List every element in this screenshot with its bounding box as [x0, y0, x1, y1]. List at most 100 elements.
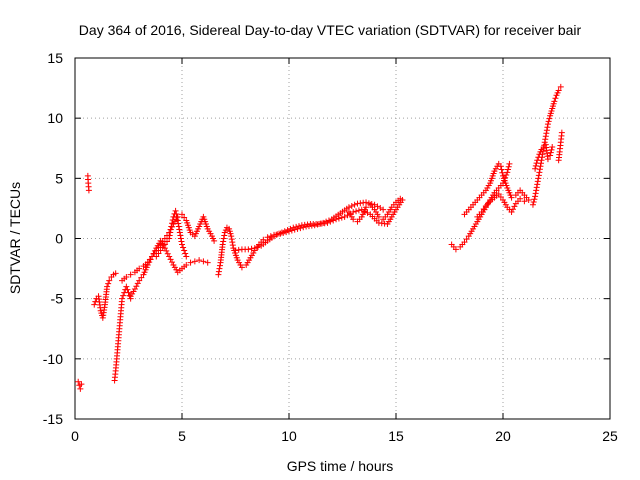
data-point: [536, 169, 543, 176]
data-point: [181, 214, 188, 221]
data-point: [497, 163, 504, 170]
data-point: [191, 258, 198, 265]
data-point: [499, 169, 506, 176]
series-arc-2h-dip: [111, 283, 134, 384]
data-point: [295, 223, 302, 230]
data-point: [77, 385, 84, 392]
series-arc-21-22h-mid: [532, 141, 556, 172]
axis-ticks: 0 5 10 15 20 25 -15 -10 -5 0 5 10 15: [43, 50, 618, 444]
data-point: [511, 203, 518, 210]
data-point: [498, 166, 505, 173]
data-point: [555, 87, 562, 94]
data-point: [529, 201, 536, 208]
series-arc-06h-outlier: [84, 172, 92, 194]
data-point: [530, 198, 537, 205]
data-point: [173, 211, 180, 218]
data-point: [157, 247, 164, 254]
data-point: [535, 154, 542, 161]
gridlines: [75, 58, 610, 419]
data-point: [151, 247, 158, 254]
data-point: [542, 133, 549, 140]
data-point: [175, 220, 182, 227]
data-point: [478, 209, 485, 216]
x-tick-label: 5: [178, 428, 186, 444]
data-point: [338, 214, 345, 221]
data-point: [350, 216, 357, 223]
data-point: [216, 262, 223, 269]
series-arc-2-5h-b: [127, 237, 211, 300]
data-point: [125, 289, 132, 296]
data-point: [380, 206, 387, 213]
data-point: [517, 195, 524, 202]
data-point: [353, 208, 360, 215]
x-tick-label: 25: [602, 428, 618, 444]
data-point: [544, 156, 551, 163]
data-point: [508, 194, 515, 201]
data-point: [85, 187, 92, 194]
y-tick-label: -10: [43, 351, 63, 367]
data-point: [534, 157, 541, 164]
data-point: [200, 258, 207, 265]
data-point: [335, 215, 342, 222]
data-point: [543, 127, 550, 134]
data-point: [183, 253, 190, 260]
data-point: [166, 253, 173, 260]
data-point: [112, 270, 119, 277]
data-point: [551, 98, 558, 105]
data-point: [375, 213, 382, 220]
data-point: [179, 241, 185, 248]
data-point: [228, 233, 235, 240]
data-point: [327, 218, 334, 225]
data-point: [521, 198, 528, 205]
data-point: [180, 244, 187, 251]
data-point: [174, 214, 181, 221]
data-point: [175, 223, 182, 230]
chart-title: Day 364 of 2016, Sidereal Day-to-day VTE…: [79, 22, 582, 38]
data-point: [278, 229, 285, 236]
series-arc-7h-b: [232, 196, 406, 254]
data-point: [166, 235, 173, 242]
data-point: [548, 146, 555, 153]
x-tick-label: 15: [388, 428, 404, 444]
data-point: [78, 381, 85, 388]
data-point: [506, 160, 513, 167]
data-point: [178, 238, 185, 245]
data-point: [75, 378, 82, 385]
y-tick-label: -15: [43, 411, 63, 427]
x-tick-label: 0: [71, 428, 79, 444]
data-point: [196, 257, 203, 264]
data-point: [146, 259, 153, 266]
y-tick-label: 10: [47, 110, 63, 126]
data-point: [532, 193, 539, 200]
data-point: [368, 201, 375, 208]
data-point: [330, 217, 337, 224]
data-point: [363, 204, 370, 211]
data-point: [533, 187, 540, 194]
data-point: [545, 118, 552, 125]
data-point: [311, 222, 318, 229]
data-point: [254, 243, 261, 250]
data-point: [544, 124, 551, 131]
data-point: [525, 196, 532, 203]
data-point: [228, 236, 235, 243]
data-point: [229, 239, 236, 246]
y-tick-label: -5: [51, 291, 64, 307]
data-point: [164, 238, 171, 245]
data-point: [176, 226, 183, 233]
data-point: [552, 95, 559, 102]
data-point: [504, 166, 511, 173]
data-point: [166, 232, 173, 239]
series-arc-21-22h-rise: [529, 83, 564, 208]
data-point: [169, 220, 176, 227]
series-arc-19-21h-lower: [474, 190, 528, 220]
data-point: [106, 277, 113, 284]
data-point: [204, 259, 211, 266]
data-point: [179, 211, 185, 218]
data-point: [533, 184, 540, 191]
data-point: [159, 244, 166, 251]
y-tick-label: 5: [55, 170, 63, 186]
series-arc-22-7h-outlier: [555, 129, 565, 164]
data-point: [276, 230, 283, 237]
data-point: [281, 228, 288, 235]
data-point: [153, 253, 160, 260]
